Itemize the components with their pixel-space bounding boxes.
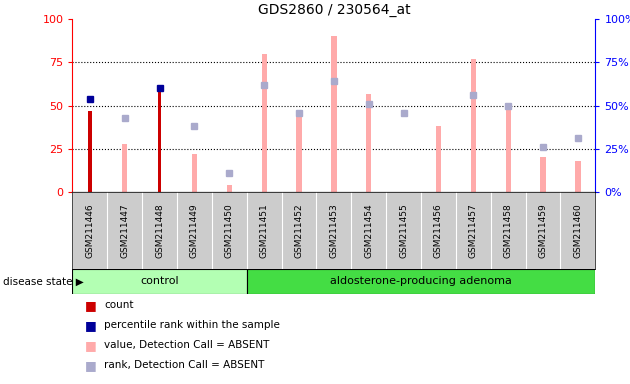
Text: GSM211453: GSM211453 [329,204,338,258]
Text: GSM211460: GSM211460 [573,204,582,258]
Bar [192,154,197,192]
Text: GSM211457: GSM211457 [469,204,478,258]
Text: GSM211446: GSM211446 [86,204,94,258]
Bar [366,94,371,192]
Text: GSM211458: GSM211458 [504,204,513,258]
Bar [541,157,546,192]
Text: ■: ■ [85,359,97,372]
Text: aldosterone-producing adenoma: aldosterone-producing adenoma [330,276,512,286]
Bar [261,54,266,192]
Text: control: control [140,276,179,286]
Text: GSM211451: GSM211451 [260,204,268,258]
Text: percentile rank within the sample: percentile rank within the sample [104,320,280,330]
Bar [436,126,441,192]
Bar [72,269,247,294]
Text: GSM211454: GSM211454 [364,204,373,258]
Title: GDS2860 / 230564_at: GDS2860 / 230564_at [258,3,410,17]
Text: ■: ■ [85,339,97,352]
Bar [227,185,232,192]
Bar [331,36,336,192]
Text: disease state ▶: disease state ▶ [3,276,84,286]
Text: GSM211447: GSM211447 [120,204,129,258]
Bar [88,111,91,192]
Bar [247,269,595,294]
Text: GSM211448: GSM211448 [155,204,164,258]
Text: value, Detection Call = ABSENT: value, Detection Call = ABSENT [104,340,270,350]
Text: ■: ■ [85,299,97,312]
Bar [471,59,476,192]
Bar [506,104,511,192]
Bar [297,113,302,192]
Text: GSM211449: GSM211449 [190,204,199,258]
Text: GSM211459: GSM211459 [539,204,547,258]
Bar [122,144,127,192]
Bar [158,92,161,192]
Text: ■: ■ [85,319,97,332]
Text: GSM211455: GSM211455 [399,204,408,258]
Text: GSM211456: GSM211456 [434,204,443,258]
Text: GSM211452: GSM211452 [295,204,304,258]
Text: count: count [104,300,134,310]
Text: GSM211450: GSM211450 [225,204,234,258]
Text: rank, Detection Call = ABSENT: rank, Detection Call = ABSENT [104,360,265,370]
Bar [575,161,580,192]
